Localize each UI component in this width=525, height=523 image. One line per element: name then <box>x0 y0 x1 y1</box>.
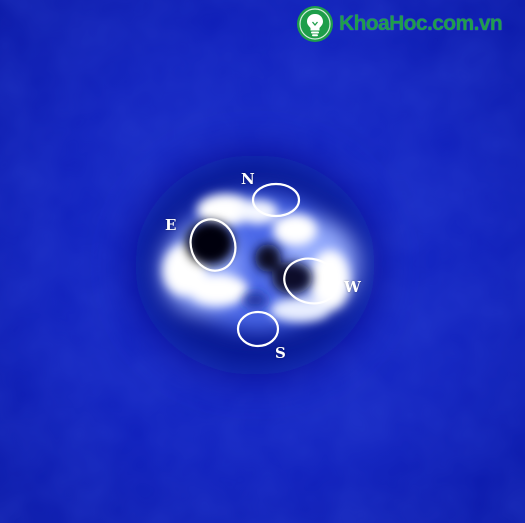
watermark: KhoaHoc.com.vn <box>296 4 503 44</box>
lightbulb-icon <box>297 6 333 42</box>
marker-ellipse-e <box>189 218 237 272</box>
watermark-text: KhoaHoc.com.vn <box>339 12 503 35</box>
marker-label-e: E <box>165 216 177 234</box>
marker-label-n: N <box>241 170 255 188</box>
marker-ellipse-s <box>236 310 280 348</box>
marker-label-w: W <box>344 278 361 296</box>
marker-label-s: S <box>275 344 286 362</box>
dark-cores <box>186 221 312 308</box>
marker-ellipse-w <box>283 257 339 305</box>
marker-ellipse-n <box>251 182 301 218</box>
